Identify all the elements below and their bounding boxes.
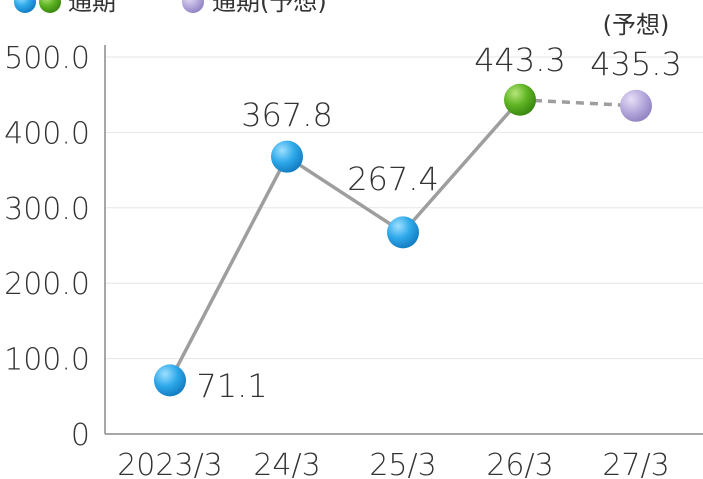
y-axis <box>104 45 703 435</box>
x-axis-ticks: 2023/3 24/3 25/3 26/3 27/3 <box>117 448 669 479</box>
legend-label-forecast: 通期(予想) <box>212 0 327 16</box>
data-label: 71.1 <box>196 367 267 405</box>
x-tick-label: 2023/3 <box>117 448 223 479</box>
y-tick-label: 400.0 <box>4 116 90 151</box>
legend: 通期 通期(予想) <box>14 0 327 16</box>
data-label: 435.3 <box>590 45 682 83</box>
data-label: 267.4 <box>347 160 439 198</box>
x-tick-label: 24/3 <box>253 448 320 479</box>
data-label: 367.8 <box>241 96 333 134</box>
data-point <box>620 89 652 122</box>
y-axis-ticks: 0 100.0 200.0 300.0 400.0 500.0 <box>4 41 90 453</box>
series-lines <box>168 98 637 382</box>
legend-marker-blue <box>14 0 36 13</box>
x-tick-label: 25/3 <box>369 448 436 479</box>
x-tick-label: 26/3 <box>486 448 553 479</box>
data-point <box>504 83 536 116</box>
forecast-series-line <box>519 98 637 108</box>
data-label: 443.3 <box>474 41 566 79</box>
x-tick-label: 27/3 <box>602 448 669 479</box>
actual-series-line <box>168 98 522 382</box>
data-point <box>271 140 303 173</box>
legend-label-actual: 通期 <box>68 0 116 16</box>
data-point <box>154 364 186 397</box>
y-tick-label: 100.0 <box>4 343 90 378</box>
y-tick-label: 300.0 <box>4 192 90 227</box>
legend-marker-purple <box>182 0 204 13</box>
data-point <box>387 216 419 249</box>
forecast-note: (予想) <box>603 11 670 39</box>
data-points <box>154 83 652 397</box>
y-tick-label: 200.0 <box>4 267 90 302</box>
legend-marker-green <box>39 0 61 13</box>
data-labels: 71.1 367.8 267.4 443.3 435.3 (予想) <box>196 11 681 405</box>
y-tick-label: 0 <box>71 418 90 453</box>
gridlines <box>105 56 703 360</box>
y-tick-label: 500.0 <box>4 41 90 76</box>
